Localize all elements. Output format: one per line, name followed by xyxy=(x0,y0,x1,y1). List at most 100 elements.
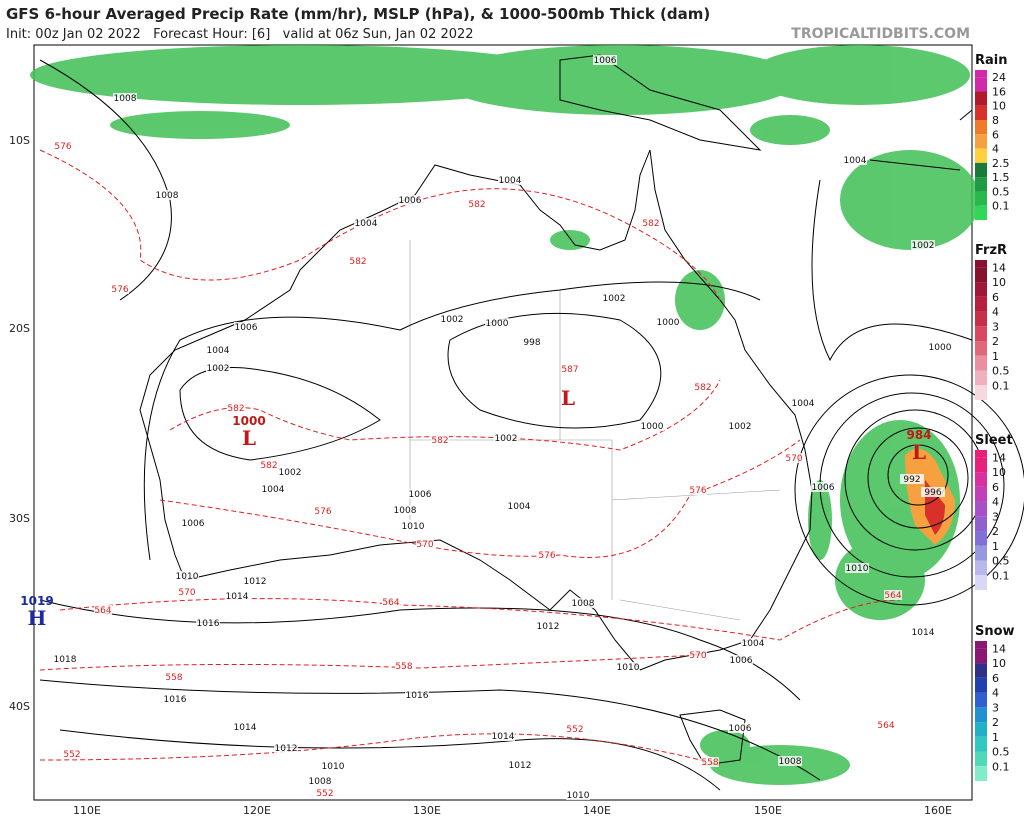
isobar-label-bg xyxy=(811,482,835,492)
thickness-label: 564 xyxy=(877,721,894,731)
legend-swatch xyxy=(975,692,987,708)
legend-swatch xyxy=(975,450,987,458)
isobar-label: 1006 xyxy=(729,724,752,734)
thickness-label: 582 xyxy=(349,257,366,267)
isobar-label: 1016 xyxy=(406,691,429,701)
isobar-label-bg xyxy=(485,318,509,328)
legend-title: Sleet xyxy=(975,433,1013,448)
lat-label: 40S xyxy=(9,700,30,713)
isobar-label: 1006 xyxy=(409,490,432,500)
thickness-label: 564 xyxy=(884,591,901,601)
thickness-label-bg xyxy=(260,460,278,470)
isobar-label-bg xyxy=(616,662,640,672)
thickness-label-bg xyxy=(314,506,332,516)
legend-swatch xyxy=(975,641,987,649)
isobar-label: 1010 xyxy=(402,522,425,532)
isobar-label-bg xyxy=(408,489,432,499)
isobar-label-bg xyxy=(911,240,935,250)
legend-swatch xyxy=(975,545,987,561)
legend-swatch xyxy=(975,516,987,532)
isobar-label: 1002 xyxy=(441,315,464,325)
isobar-label-bg xyxy=(225,591,249,601)
legend-swatch xyxy=(975,736,987,752)
thickness-label-bg xyxy=(642,218,660,228)
thickness-label-bg xyxy=(165,672,183,682)
center-symbol: H xyxy=(28,606,47,630)
thickness-label: 576 xyxy=(111,285,128,295)
legend-swatch xyxy=(975,531,987,546)
thickness-label: 582 xyxy=(431,436,448,446)
lon-label: 140E xyxy=(583,804,611,817)
legend-swatch xyxy=(975,296,987,312)
thickness-label-bg xyxy=(227,403,245,413)
isobar-label-bg xyxy=(175,571,199,581)
source: TROPICALTIDBITS.COM xyxy=(791,26,970,42)
isobar-label-bg xyxy=(278,467,302,477)
center-pressure: 1019 xyxy=(20,594,53,608)
legend-level: 6 xyxy=(992,672,999,685)
legend-level: 0.1 xyxy=(992,379,1010,392)
isobar-label: 1008 xyxy=(394,506,417,516)
isobar-label-bg xyxy=(274,743,298,753)
isobar-label-bg xyxy=(181,518,205,528)
isobar-label: 1008 xyxy=(309,777,332,787)
thickness-label: 552 xyxy=(316,789,333,799)
legend-swatch xyxy=(975,267,987,283)
isobar-label: 1010 xyxy=(846,564,869,574)
isobar-label: 1004 xyxy=(508,502,531,512)
isobar-label-bg xyxy=(778,756,802,766)
legend-level: 14 xyxy=(992,261,1006,274)
isobar-label-bg xyxy=(308,776,332,786)
isobar-label-bg xyxy=(536,621,560,631)
legend-level: 0.5 xyxy=(992,746,1010,759)
isobar-label-bg xyxy=(233,722,257,732)
thickness-label: 558 xyxy=(395,662,412,672)
isobar-label-bg xyxy=(234,322,258,332)
isobar-label: 1002 xyxy=(207,364,230,374)
isobar-label-bg xyxy=(741,638,765,648)
legend-level: 14 xyxy=(992,451,1006,464)
thickness-label: 552 xyxy=(566,725,583,735)
lon-label: 120E xyxy=(243,804,271,817)
isobar-label-bg xyxy=(640,421,664,431)
thickness-label-bg xyxy=(431,435,449,445)
lon-label: 150E xyxy=(754,804,782,817)
isobar-label: 1006 xyxy=(812,483,835,493)
legend-swatch xyxy=(975,722,987,737)
isobar-label: 1006 xyxy=(594,56,617,66)
isobar-label-bg xyxy=(155,190,179,200)
thickness-label: 582 xyxy=(260,461,277,471)
legend-swatch xyxy=(975,370,987,386)
isobar-label: 1002 xyxy=(495,434,518,444)
legend-swatch xyxy=(975,326,987,342)
thickness-label-bg xyxy=(382,597,400,607)
isobar-label-bg xyxy=(398,195,422,205)
isobar-label: 1004 xyxy=(355,219,378,229)
thickness-label: 576 xyxy=(538,551,555,561)
legend-level: 3 xyxy=(992,701,999,714)
legend-swatch xyxy=(975,70,987,78)
legend-level: 0.1 xyxy=(992,200,1010,213)
isobar-label-bg xyxy=(405,690,429,700)
isobar-label-bg xyxy=(911,627,935,637)
isobar-label: 1008 xyxy=(156,191,179,201)
legend-swatch xyxy=(975,105,987,120)
thickness-label: 576 xyxy=(54,142,71,152)
legend-level: 14 xyxy=(992,642,1006,655)
legend-swatch xyxy=(975,77,987,92)
thickness-label-bg xyxy=(538,550,556,560)
isobar-label: 996 xyxy=(924,488,941,498)
isobar-label-bg xyxy=(566,790,590,800)
lat-label: 10S xyxy=(9,134,30,147)
isobar-label: 992 xyxy=(903,475,920,485)
subtitle: Init: 00z Jan 02 2022 Forecast Hour: [6]… xyxy=(6,27,474,42)
isobar-label: 1004 xyxy=(207,346,230,356)
isobar-label-bg xyxy=(113,93,137,103)
isobar-label: 1014 xyxy=(234,723,257,733)
legend-swatch xyxy=(975,134,987,149)
isobar-label: 1002 xyxy=(279,468,302,478)
isobar-label: 1006 xyxy=(730,656,753,666)
thickness-label: 558 xyxy=(165,673,182,683)
isobar-label: 1008 xyxy=(779,757,802,767)
